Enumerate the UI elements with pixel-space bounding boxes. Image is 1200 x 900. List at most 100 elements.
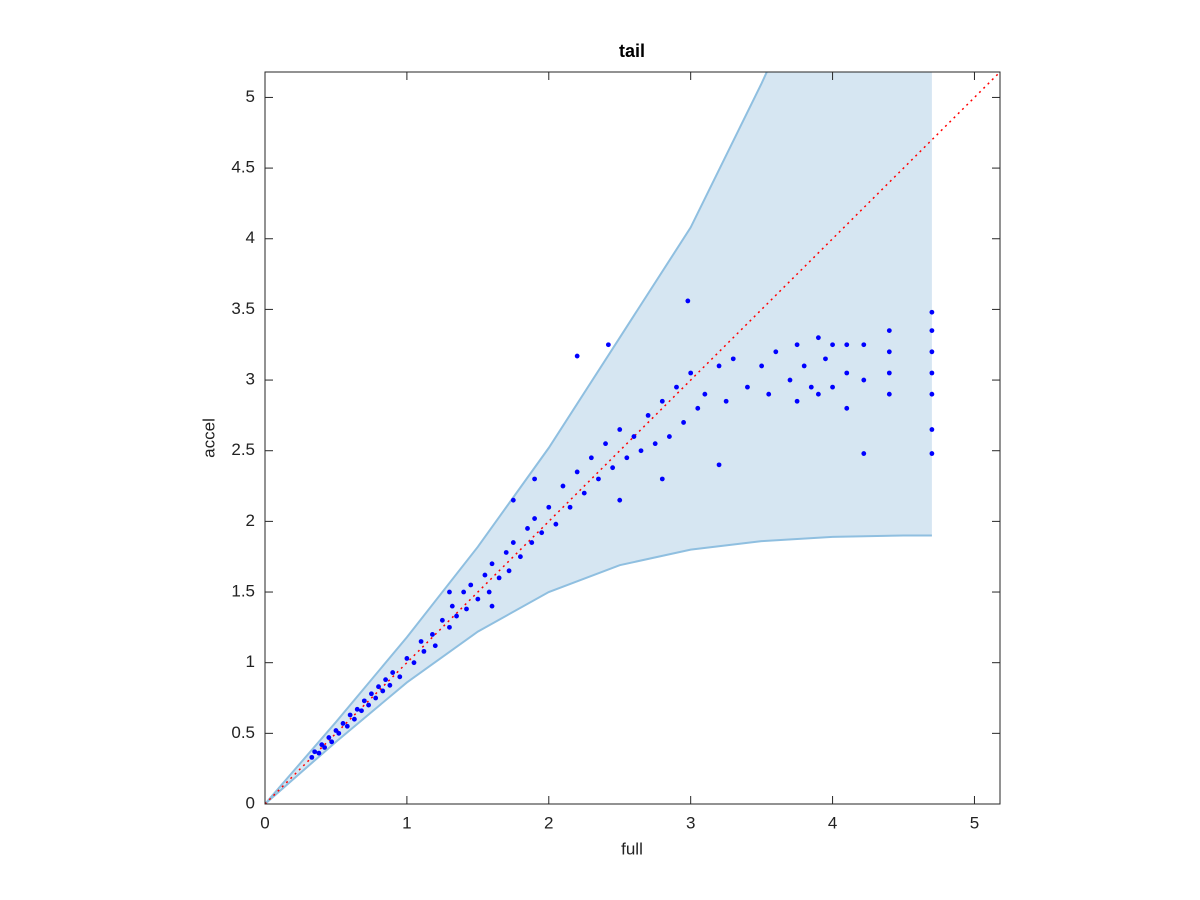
scatter-point: [861, 451, 867, 456]
scatter-point: [344, 723, 350, 729]
scatter-point: [489, 561, 495, 567]
scatter-point: [518, 554, 523, 560]
scatter-point: [468, 582, 474, 588]
scatter-point: [447, 589, 452, 595]
scatter-point: [861, 377, 867, 383]
scatter-point: [929, 370, 935, 376]
chart-title: tail: [619, 41, 645, 61]
y-tick-label: 4: [246, 228, 255, 247]
y-tick-label: 0.5: [231, 723, 255, 742]
scatter-point: [886, 349, 892, 355]
band-upper-edge: [265, 72, 768, 804]
scatter-point: [794, 342, 800, 348]
scatter-point: [823, 356, 828, 362]
scatter-point: [815, 391, 821, 397]
scatter-point: [929, 451, 935, 456]
scatter-point: [929, 309, 935, 315]
scatter-point: [312, 749, 318, 755]
y-tick-label: 1.5: [231, 582, 255, 601]
scatter-point: [716, 363, 722, 369]
x-tick-label: 3: [686, 813, 695, 832]
scatter-point: [861, 342, 867, 348]
scatter-point: [844, 370, 850, 376]
scatter-point: [801, 363, 807, 369]
axes: 0 1 2 3 4 5 0 0.5 1 1.5 2 2.5 3 3.5 4 4.5 5: [231, 71, 1001, 832]
scatter-point: [553, 521, 559, 527]
scatter-point: [659, 476, 665, 482]
scatter-point: [464, 606, 469, 612]
scatter-point: [316, 750, 322, 756]
y-tick-label: 2.5: [231, 440, 255, 459]
plot-area: [265, 72, 1000, 804]
y-tick-label: 2: [246, 511, 255, 530]
scatter-point: [645, 412, 651, 418]
scatter-point: [745, 384, 750, 390]
scatter-point: [387, 682, 393, 688]
scatter-point: [539, 530, 545, 536]
scatter-point: [929, 391, 935, 397]
scatter-point: [454, 613, 459, 619]
scatter-point: [546, 504, 552, 510]
scatter-point: [529, 540, 535, 545]
scatter-point: [486, 589, 492, 595]
scatter-point: [369, 691, 374, 697]
scatter-point: [688, 370, 694, 376]
x-tick-label: 4: [828, 813, 837, 832]
scatter-point: [359, 708, 364, 714]
scatter-point: [617, 427, 623, 432]
scatter-point: [351, 716, 357, 722]
scatter-point: [336, 730, 342, 736]
scatter-point: [380, 688, 386, 694]
x-tick-label: 1: [402, 813, 411, 832]
scatter-point: [652, 441, 658, 447]
scatter-point: [354, 706, 360, 712]
band-lower-edge: [265, 534, 932, 804]
scatter-point: [447, 624, 452, 630]
scatter-point: [702, 391, 708, 397]
scatter-point: [886, 370, 892, 376]
scatter-point: [759, 363, 765, 369]
scatter-point: [373, 695, 379, 701]
scatter-point: [929, 328, 935, 334]
scatter-point: [510, 540, 516, 545]
scatter-point: [659, 398, 665, 404]
scatter-point: [532, 476, 537, 482]
scatter-point: [525, 526, 530, 531]
scatter-point: [886, 328, 892, 334]
scatter-point: [808, 384, 814, 390]
scatter-point: [929, 349, 935, 355]
scatter-point: [496, 575, 502, 581]
scatter-point: [510, 497, 516, 503]
scatter-point: [695, 405, 701, 411]
x-tick-label: 0: [260, 813, 269, 832]
reference-line: [265, 72, 1000, 804]
scatter-point: [681, 420, 686, 425]
scatter-point: [716, 462, 722, 468]
scatter-point: [794, 398, 800, 404]
scatter-point: [340, 721, 346, 726]
y-tick-label: 4.5: [231, 158, 255, 177]
scatter-point: [603, 441, 608, 447]
scatter-point: [605, 342, 611, 348]
scatter-point: [588, 455, 594, 461]
scatter-point: [730, 356, 736, 362]
scatter-point: [560, 483, 566, 489]
scatter-point: [309, 754, 315, 760]
scatter-point: [574, 353, 580, 359]
scatter-point: [787, 377, 793, 383]
scatter-point: [674, 384, 679, 390]
scatter-point: [617, 497, 623, 503]
scatter-point: [383, 677, 389, 683]
y-tick-label: 3.5: [231, 299, 255, 318]
scatter-point: [489, 603, 495, 609]
scatter-point: [766, 391, 772, 397]
x-tick-label: 5: [970, 813, 979, 832]
scatter-point: [347, 712, 353, 718]
scatter-point: [418, 639, 424, 644]
scatter-point: [322, 745, 327, 750]
axes-box: [264, 71, 1001, 805]
scatter-point: [685, 298, 691, 304]
x-axis-label: full: [621, 839, 643, 858]
scatter-point: [567, 504, 573, 510]
